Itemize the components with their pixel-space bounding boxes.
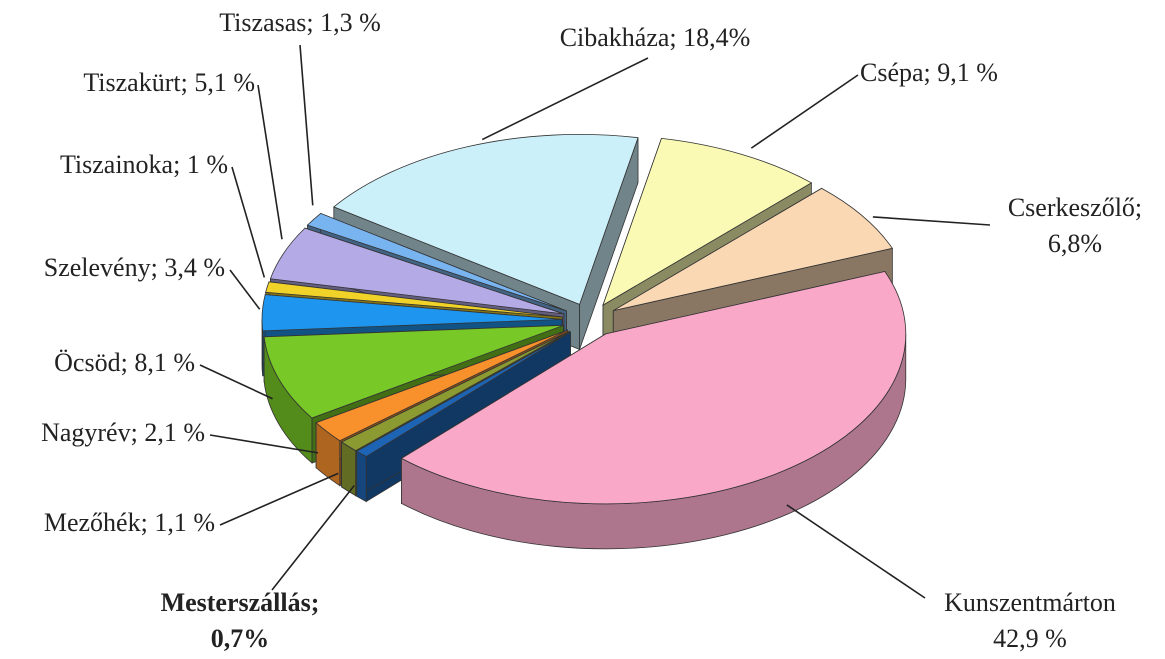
- slice-top: [263, 324, 564, 419]
- slice-label: Tiszainoka; 1 %: [60, 150, 228, 179]
- slice-label: Mezőhék; 1,1 %: [44, 508, 215, 537]
- slice-name: Tiszasas;: [219, 8, 313, 37]
- slice-value-label: 1 %: [187, 150, 228, 179]
- slice-value-label: 5,1 %: [194, 68, 255, 97]
- leader-line: [199, 364, 273, 400]
- slice-value-label: 9,1 %: [937, 58, 998, 87]
- slice-label: Nagyrév; 2,1 %: [41, 418, 205, 447]
- slice-label: Öcsöd; 8,1 %: [54, 348, 195, 377]
- leader-line: [271, 485, 355, 591]
- slice-name: Szelevény;: [44, 253, 158, 282]
- slice-value-label: 8,1 %: [134, 348, 195, 377]
- slice-label: Csépa; 9,1 %: [860, 58, 998, 87]
- slice-top: [340, 331, 570, 452]
- slice-name: Tiszainoka;: [60, 150, 180, 179]
- slice-top: [315, 329, 568, 442]
- slice-outer-wall: [356, 450, 367, 503]
- leader-line: [481, 57, 649, 141]
- slice-top: [269, 227, 565, 315]
- slice-value-label: 42,9 %: [993, 624, 1067, 653]
- leader-line: [231, 166, 266, 278]
- slice-value-label: 0,7%: [211, 624, 270, 653]
- slice-value-label: 6,8%: [1048, 229, 1102, 258]
- slice-label: Tiszasas; 1,3 %: [219, 8, 381, 37]
- slice-value-label: 1,3 %: [320, 8, 381, 37]
- slice-name: Öcsöd;: [54, 348, 128, 377]
- leader-line: [219, 472, 339, 526]
- slice-top: [400, 271, 907, 505]
- slice-top: [613, 187, 894, 312]
- slice-name: Tiszakürt;: [83, 68, 188, 97]
- slice-name: Nagyrév;: [41, 418, 138, 447]
- slice-top: [333, 134, 639, 305]
- slice-top: [306, 212, 567, 312]
- slice-top: [602, 137, 813, 307]
- slice-label: Mesterszállás;: [161, 588, 320, 617]
- slice-top: [355, 331, 571, 457]
- leader-line: [257, 84, 283, 240]
- leader-line: [872, 216, 991, 226]
- slice-value-label: 2,1 %: [144, 418, 205, 447]
- slice-value-label: 18,4%: [683, 23, 750, 52]
- leader-line: [299, 44, 314, 206]
- leader-line: [750, 74, 859, 149]
- slice-name: Mezőhék;: [44, 508, 148, 537]
- leader-line: [229, 269, 261, 310]
- slice-name: Csépa;: [860, 58, 931, 87]
- slice-label: Tiszakürt; 5,1 %: [83, 68, 255, 97]
- slice-label: Szelevény; 3,4 %: [44, 253, 225, 282]
- slice-value-label: 3,4 %: [164, 253, 225, 282]
- leader-line: [786, 504, 926, 599]
- slice-label: Cibakháza; 18,4%: [560, 23, 751, 52]
- slice-top: [265, 281, 563, 318]
- slice-label: Cserkeszőlő;: [1008, 193, 1142, 222]
- slice-name: Cibakháza;: [560, 23, 677, 52]
- leader-line: [209, 434, 319, 454]
- slice: [400, 271, 907, 550]
- slice-top: [261, 294, 563, 332]
- slice-label: Kunszentmárton: [944, 588, 1116, 617]
- slice-value-label: 1,1 %: [154, 508, 215, 537]
